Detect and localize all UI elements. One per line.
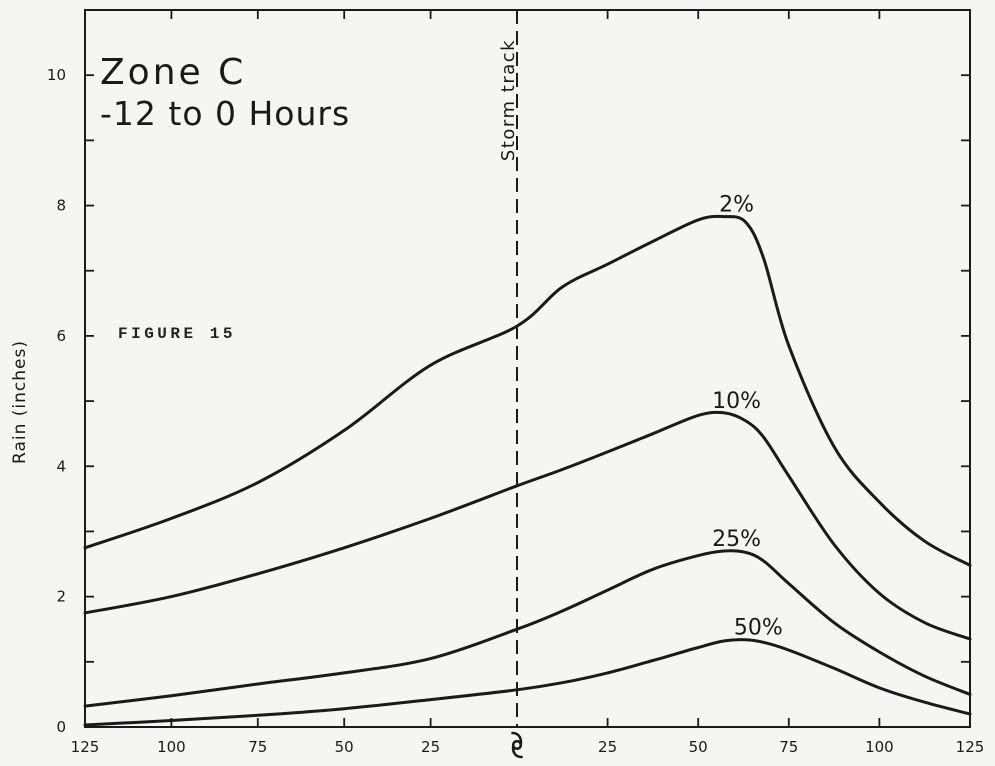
series-line-2pct <box>83 214 972 567</box>
x-tick-label: 50 <box>689 738 708 756</box>
chart-subtitle: -12 to 0 Hours <box>100 94 350 133</box>
y-tick-label: 8 <box>56 197 66 215</box>
y-tick-label: 10 <box>47 66 66 84</box>
series-label-50pct: 50% <box>734 616 783 641</box>
figure-label: FIGURE 15 <box>118 325 236 343</box>
plot-frame <box>84 9 971 728</box>
series-label-25pct: 25% <box>712 527 761 552</box>
x-tick-label: 25 <box>598 738 617 756</box>
series-group: 2% 10% 25% 50% <box>83 193 972 727</box>
x-tick-label: 100 <box>157 738 186 756</box>
series-label-2pct: 2% <box>719 193 754 218</box>
x-tick-label: 25 <box>421 738 440 756</box>
series-line-25pct <box>83 549 972 708</box>
y-tick-label: 4 <box>56 457 66 475</box>
storm-track-label: Storm track <box>498 39 519 161</box>
x-tick-label: 50 <box>335 738 354 756</box>
y-tick-label: 2 <box>56 588 66 606</box>
x-tick-label: 75 <box>248 738 267 756</box>
chart-title: Zone C <box>100 52 246 93</box>
series-label-10pct: 10% <box>712 389 761 414</box>
y-axis-label: Rain (inches) <box>10 340 30 464</box>
axis-ticks: 0 2 4 6 8 10 125 100 75 50 25 25 50 75 100 125 <box>47 10 984 756</box>
x-tick-label: 100 <box>865 738 894 756</box>
x-tick-label: 75 <box>779 738 798 756</box>
series-line-10pct <box>83 410 972 641</box>
y-tick-label: 0 <box>56 718 66 736</box>
x-tick-label: 125 <box>71 738 100 756</box>
x-tick-label: 125 <box>956 738 985 756</box>
storm-symbol-icon <box>511 731 523 759</box>
y-tick-label: 6 <box>56 327 66 345</box>
series-line-50pct <box>83 638 972 727</box>
